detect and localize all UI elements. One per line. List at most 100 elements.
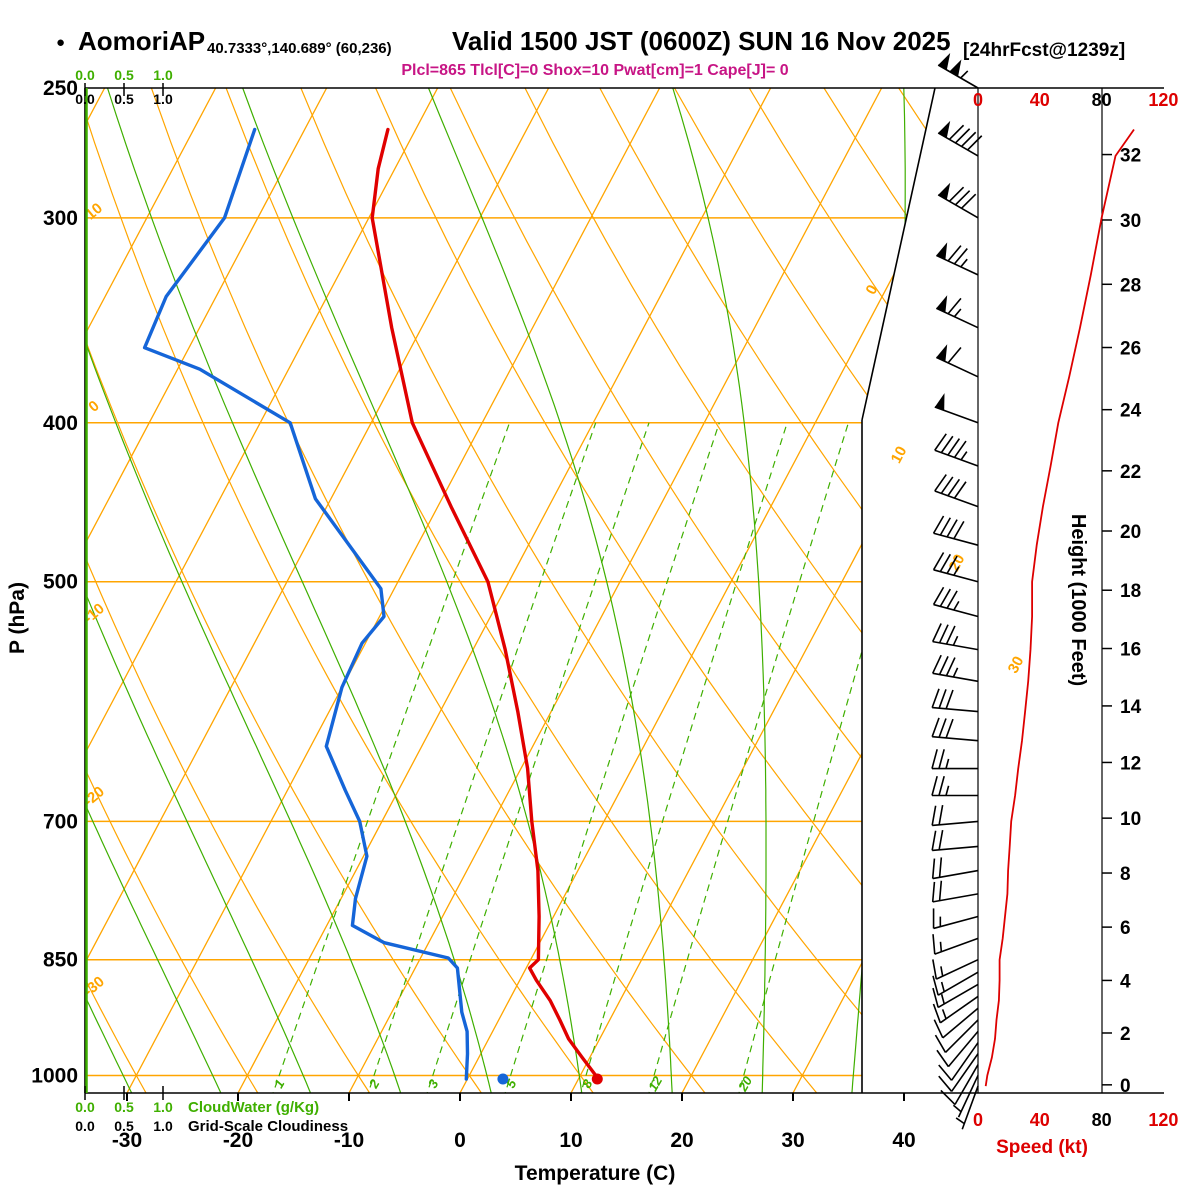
height-tick-label: 26 xyxy=(1120,339,1141,360)
dry-adiabat-line xyxy=(375,88,935,1093)
plot-border xyxy=(84,87,1164,1094)
cloudiness-tick-label: 0.0 xyxy=(75,91,95,107)
speed-tick-label: 80 xyxy=(1092,1110,1112,1130)
cloudiness-tick-label: 1.0 xyxy=(153,91,173,107)
dry-adiabat-line xyxy=(85,88,607,1093)
skewt-grid xyxy=(85,88,935,1093)
moist-adiabat-line xyxy=(427,88,674,1093)
height-tick-label: 8 xyxy=(1120,864,1131,885)
mixing-ratio-line xyxy=(362,422,597,1093)
wind-speed-curve xyxy=(984,128,1135,1087)
isotherm-line xyxy=(237,88,772,1093)
height-tick-label: 30 xyxy=(1120,211,1141,232)
moist-adiabat-line xyxy=(85,88,319,1093)
cloudwater-tick-label: 1.0 xyxy=(153,67,173,83)
moist-adiabat-line xyxy=(85,88,408,1093)
temperature-tick-label: 10 xyxy=(559,1129,582,1152)
station-name: AomoriAP xyxy=(78,26,206,56)
mixing-ratio-label: 20 xyxy=(734,1073,755,1095)
moist-adiabat-line xyxy=(106,88,496,1093)
height-tick-label: 0 xyxy=(1120,1076,1131,1097)
cloudwater-tick-label: 0.5 xyxy=(114,1099,134,1115)
surface-temperature-dot xyxy=(591,1073,603,1085)
height-tick-label: 6 xyxy=(1120,918,1131,939)
surface-dewpoint-dot xyxy=(497,1073,509,1085)
temperature-tick-label: 20 xyxy=(670,1129,693,1152)
isotherm-line xyxy=(570,88,935,1093)
dry-adiabat-label: 0 xyxy=(85,397,102,415)
pressure-axis-title: P (hPa) xyxy=(6,582,29,654)
cloudwater-axis-title: CloudWater (g/Kg) xyxy=(188,1099,319,1116)
isotherm-label: 10 xyxy=(888,444,911,467)
temperature-tick-label: -10 xyxy=(334,1129,364,1152)
cloudwater-scale: 0.0 0.0 0.5 0.5 1.0 1.0 0.0 0.0 0.5 0.5 1.0 1.0 Clou… xyxy=(75,67,348,1135)
isotherm-line xyxy=(126,88,661,1093)
height-tick-label: 32 xyxy=(1120,146,1141,167)
height-tick-label: 16 xyxy=(1120,640,1141,661)
dry-adiabat-line xyxy=(85,88,269,1093)
height-tick-label: 22 xyxy=(1120,462,1141,483)
cloudiness-tick-label: 0.5 xyxy=(114,91,134,107)
cloudwater-tick-label: 0.0 xyxy=(75,67,95,83)
height-tick-label: 14 xyxy=(1120,697,1142,718)
isotherm-label: 30 xyxy=(1005,654,1028,677)
temperature-axis-title: Temperature (C) xyxy=(515,1162,676,1185)
moist-adiabat-line xyxy=(242,88,585,1093)
height-tick-label: 24 xyxy=(1120,401,1142,422)
temperature-tick-label: 30 xyxy=(781,1129,804,1152)
isotherm-label: 20 xyxy=(946,552,969,575)
dry-adiabat-line xyxy=(524,88,935,1093)
forecast-tag: [24hrFcst@1239z] xyxy=(963,40,1126,61)
moist-adiabat-line xyxy=(849,88,906,1093)
isotherm-line xyxy=(85,88,217,1093)
isotherm-line xyxy=(85,88,328,1093)
speed-tick-label: 40 xyxy=(1030,1110,1050,1130)
speed-axis-title: Speed (kt) xyxy=(996,1137,1088,1158)
moist-adiabat-line xyxy=(672,88,767,1093)
dewpoint-curve xyxy=(142,127,470,1081)
dry-adiabat-line xyxy=(150,88,719,1093)
moist-adiabat-line xyxy=(85,88,141,1093)
cloudwater-tick-label: 0.0 xyxy=(75,1099,95,1115)
speed-tick-label: 80 xyxy=(1092,90,1112,110)
temperature-tick-label: -20 xyxy=(223,1129,253,1152)
mixing-ratio-label: 1 xyxy=(271,1077,288,1091)
temperature-tick-label: -30 xyxy=(112,1129,142,1152)
mixing-ratio-label: 3 xyxy=(425,1076,442,1090)
speed-tick-label: 0 xyxy=(973,1110,983,1130)
dry-adiabat-line xyxy=(85,88,494,1093)
height-tick-label: 2 xyxy=(1120,1024,1131,1045)
height-axis-title: Height (1000 Feet) xyxy=(1067,514,1089,686)
isotherm-label: 0 xyxy=(863,282,882,297)
wind-barbs xyxy=(931,53,983,1130)
pressure-axis: 250 300 400 500 700 850 1000 P (hPa) xyxy=(6,77,78,1087)
pressure-tick-label: 1000 xyxy=(31,1064,78,1087)
mixing-ratio-line xyxy=(266,422,511,1093)
isotherm-line xyxy=(681,88,935,1093)
dry-adiabat-line xyxy=(85,88,382,1093)
cloudiness-axis-title: Grid-Scale Cloudiness xyxy=(188,1118,348,1135)
dry-adiabat-line xyxy=(599,88,935,1093)
cloudwater-tick-label: 0.5 xyxy=(114,67,134,83)
dry-adiabat-line xyxy=(673,88,935,1093)
dry-adiabat-line xyxy=(225,88,832,1093)
mixing-ratio-line xyxy=(421,422,650,1093)
height-tick-label: 4 xyxy=(1120,971,1131,992)
cloudiness-tick-label: 0.5 xyxy=(114,1118,134,1134)
height-tick-label: 18 xyxy=(1120,581,1141,602)
cloudiness-tick-label: 0.0 xyxy=(75,1118,95,1134)
speed-tick-label: 0 xyxy=(973,90,983,110)
height-tick-label: 20 xyxy=(1120,522,1141,543)
height-tick-label: 12 xyxy=(1120,753,1141,774)
height-tick-label: 28 xyxy=(1120,275,1141,296)
stability-parameters: Plcl=865 Tlcl[C]=0 Shox=10 Pwat[cm]=1 Ca… xyxy=(401,62,789,79)
temperature-curve xyxy=(370,127,599,1081)
dry-adiabat-line xyxy=(823,88,935,1093)
temperature-tick-label: 0 xyxy=(454,1129,466,1152)
pressure-tick-label: 250 xyxy=(43,77,78,100)
mixing-ratio-label: 2 xyxy=(365,1076,382,1091)
